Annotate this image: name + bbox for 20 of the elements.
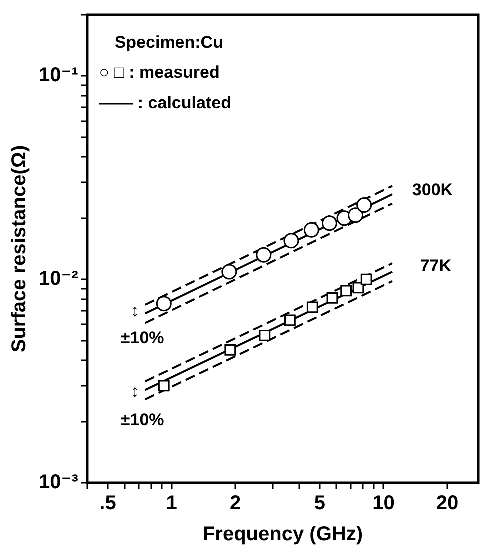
x-tick-label: 2 [230, 492, 242, 515]
x-tick-label: .5 [100, 492, 116, 515]
x-tick-label: 10 [372, 492, 395, 515]
x-tick-label: 20 [436, 492, 459, 515]
x-tick-label: 1 [166, 492, 178, 515]
annotation: ↕ [130, 301, 140, 320]
y-axis-title: Surface resistance(Ω) [8, 145, 31, 353]
y-tick-label: 10⁻² [38, 268, 79, 290]
annotation: 77K [420, 256, 452, 276]
y-tick-label: 10⁻¹ [38, 64, 79, 87]
annotation: ±10% [120, 328, 164, 348]
annotation: Specimen:Cu [114, 32, 224, 52]
x-tick-label: 5 [314, 492, 326, 515]
annotation: 300K [412, 180, 454, 200]
x-axis-title: Frequency (GHz) [202, 524, 363, 546]
annotation: ○ □ : measured [99, 63, 220, 82]
annotation: ±10% [120, 410, 164, 430]
y-tick-label: 10⁻³ [38, 472, 79, 494]
annotation: ↕ [130, 382, 140, 401]
annotation: —— : calculated [99, 94, 232, 113]
